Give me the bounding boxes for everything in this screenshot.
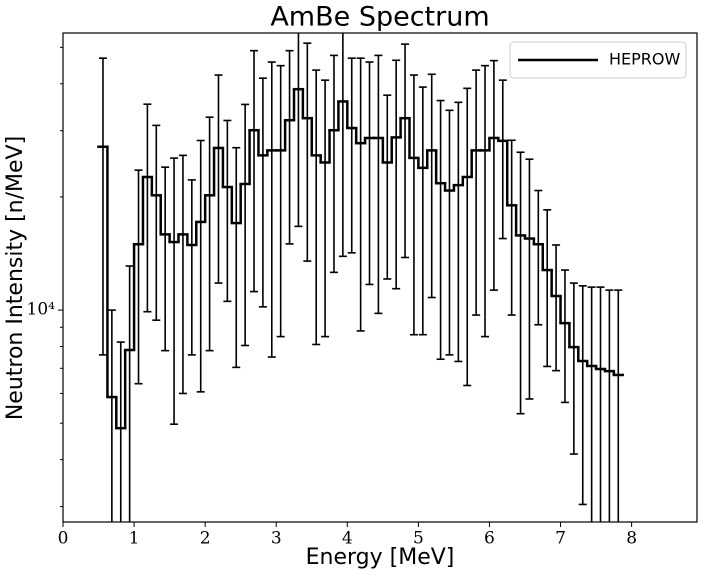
error-bar (338, 33, 347, 258)
error-bar (472, 69, 481, 316)
error-bar (418, 86, 427, 336)
error-bar (401, 43, 410, 259)
error-bar (365, 61, 374, 286)
x-tick-label: 3 (271, 529, 282, 549)
error-bar (356, 57, 365, 332)
error-bar (463, 87, 472, 387)
error-bar (321, 79, 330, 338)
error-bar (258, 77, 267, 308)
error-bar (489, 59, 498, 291)
error-bar (543, 209, 552, 368)
error-bar (516, 151, 525, 415)
chart-title: AmBe Spectrum (270, 2, 489, 33)
error-bar (507, 139, 516, 316)
error-bar (596, 286, 605, 522)
x-tick-label: 4 (342, 529, 353, 549)
x-tick-label: 1 (129, 529, 140, 549)
error-bar (267, 61, 276, 358)
x-tick-label: 2 (200, 529, 211, 549)
error-bar (116, 341, 125, 522)
x-tick-label: 5 (413, 529, 424, 549)
error-bar (329, 54, 338, 274)
x-tick-label: 7 (555, 529, 566, 549)
error-bar (205, 116, 214, 352)
y-tick-label: 10⁴ (27, 300, 56, 320)
error-bar (436, 99, 445, 361)
error-bar (383, 94, 392, 280)
x-axis-label: Energy [MeV] (306, 545, 455, 570)
error-bar (392, 59, 401, 290)
error-bar (214, 74, 223, 284)
error-bar (534, 189, 543, 326)
error-bar (196, 139, 205, 393)
error-bar (134, 169, 143, 385)
error-bar (232, 146, 241, 369)
x-tick-label: 6 (484, 529, 495, 549)
error-bar (223, 119, 232, 303)
error-bar (161, 166, 170, 352)
error-bar (98, 57, 107, 356)
error-bar (303, 42, 312, 262)
error-bar (498, 79, 507, 240)
error-bar (409, 74, 418, 336)
error-bar (587, 286, 596, 522)
error-bar (454, 101, 463, 363)
error-bar (578, 285, 587, 506)
error-bar (525, 158, 534, 400)
x-tick-label: 0 (58, 529, 69, 549)
error-bar (312, 69, 321, 346)
y-axis-label: Neutron Intensity [n/MeV] (3, 136, 28, 420)
error-bar (276, 64, 285, 338)
legend-label: HEPROW (609, 50, 681, 69)
error-bar (347, 57, 356, 254)
error-bar (285, 49, 294, 245)
error-bar (187, 179, 196, 356)
error-bar (143, 103, 152, 313)
x-tick-label: 8 (626, 529, 637, 549)
error-bar (374, 54, 383, 315)
plot-area (97, 33, 624, 522)
error-bar (152, 124, 161, 321)
error-bar (605, 289, 614, 522)
error-bar (427, 73, 436, 299)
error-bar (294, 33, 303, 228)
axes-frame (62, 32, 698, 523)
error-bar (560, 269, 569, 404)
error-bar (170, 157, 179, 426)
error-bar (445, 109, 454, 356)
error-bar (552, 244, 561, 372)
error-bar (241, 103, 250, 347)
error-bar (178, 154, 187, 395)
error-bar (107, 309, 116, 522)
error-bar (614, 289, 623, 522)
error-bar (481, 64, 490, 338)
error-bar (250, 49, 259, 293)
error-bar (569, 282, 578, 455)
error-bar (125, 265, 134, 522)
